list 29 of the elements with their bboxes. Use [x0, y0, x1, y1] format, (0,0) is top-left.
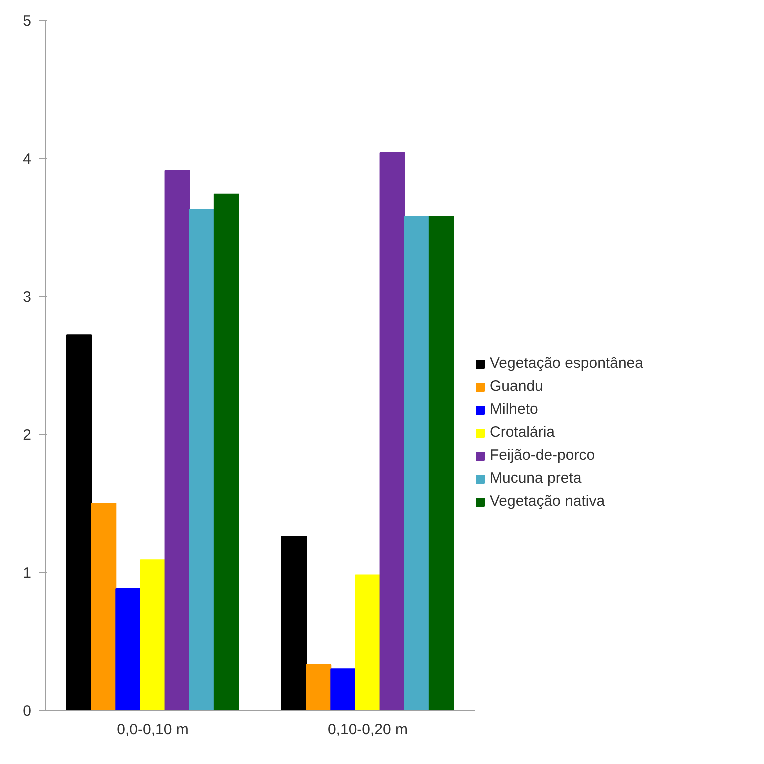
bar	[282, 536, 308, 710]
bar	[66, 334, 92, 710]
bar	[330, 668, 356, 710]
y-tick-label: 1	[23, 565, 32, 582]
legend-label: Mucuna preta	[490, 470, 582, 487]
y-tick-label: 4	[23, 151, 32, 168]
bar	[91, 503, 117, 710]
x-tick-label: 0,0-0,10 m	[117, 722, 189, 738]
bar	[428, 216, 454, 710]
bar	[140, 560, 166, 710]
x-tick-label: 0,10-0,20 m	[328, 722, 408, 738]
legend-label: Vegetação espontânea	[490, 355, 644, 372]
bar	[355, 574, 381, 710]
y-tick-label: 2	[23, 427, 32, 444]
bar	[214, 194, 240, 710]
y-tick-label: 3	[23, 289, 32, 306]
bar	[306, 664, 332, 710]
legend-label: Guandu	[490, 378, 544, 395]
bar	[380, 152, 406, 710]
bar	[404, 216, 430, 710]
legend-label: Milheto	[490, 401, 538, 418]
legend-label: Crotalária	[490, 424, 556, 441]
bar	[189, 209, 215, 710]
y-tick-label: 5	[23, 13, 32, 30]
bar	[164, 170, 190, 710]
legend-label: Vegetação nativa	[490, 493, 606, 510]
legend-label: Feijão-de-porco	[490, 447, 596, 464]
bar	[116, 588, 142, 710]
y-tick-label: 0	[23, 703, 32, 720]
